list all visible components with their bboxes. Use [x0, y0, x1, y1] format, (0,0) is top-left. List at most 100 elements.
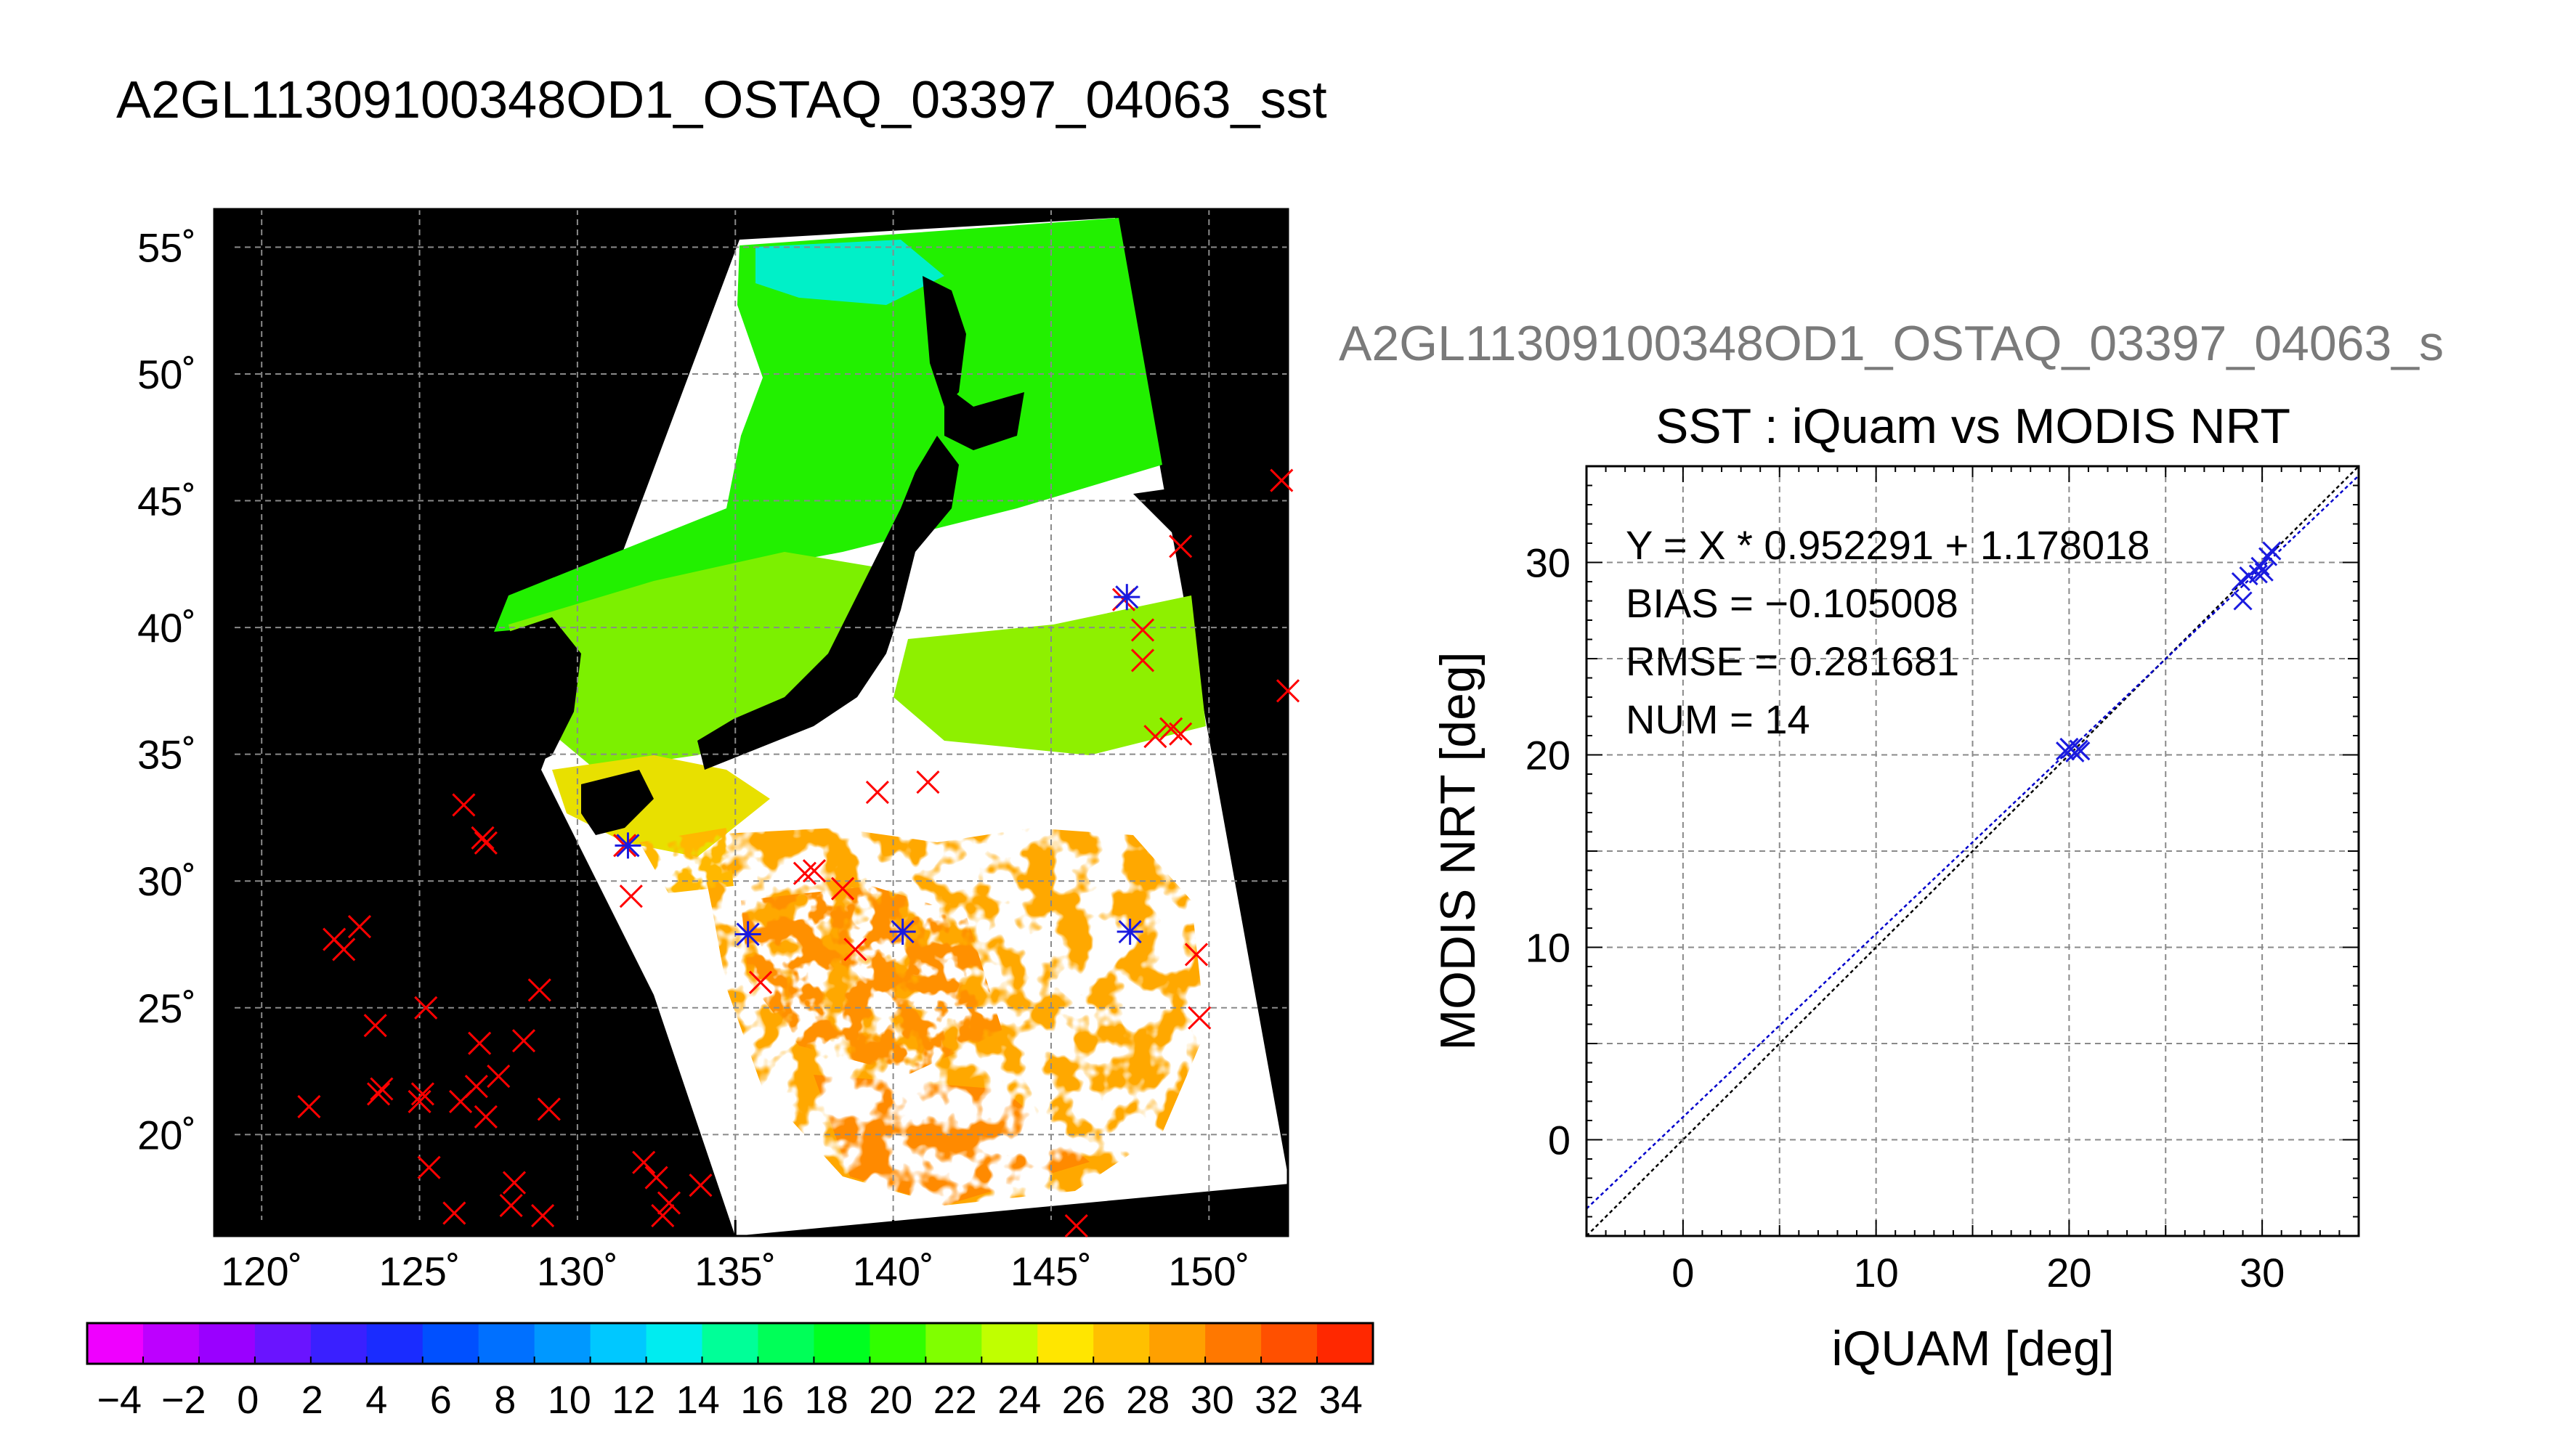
map-y-tick-label: 20˚	[137, 1112, 196, 1158]
stats-num: NUM = 14	[1626, 696, 1810, 742]
figure-title: A2GL11309100348OD1_OSTAQ_03397_04063_sst	[116, 71, 1327, 129]
scatter-ylabel: MODIS NRT [deg]	[1430, 651, 1486, 1050]
scatter-fit-lines	[1586, 465, 2359, 1237]
sst-map-panel: 120˚ 125˚ 130˚ 135˚ 140˚ 145˚ 150˚ 20˚ 25˚ 30˚ 35…	[137, 208, 1300, 1294]
scatter-y-tick-label: 10	[1525, 925, 1571, 971]
obs-marker	[366, 1082, 391, 1106]
colorbar-cell	[925, 1323, 982, 1364]
map-y-tick-label: 25˚	[137, 985, 196, 1031]
sst-south-orange	[639, 828, 1002, 1075]
obs-marker	[657, 1191, 681, 1215]
obs-marker	[332, 938, 356, 961]
scatter-point	[2233, 591, 2253, 611]
map-y-tick-label: 40˚	[137, 605, 196, 651]
obs-marker	[410, 1082, 434, 1106]
colorbar-tick-label: 34	[1319, 1378, 1363, 1422]
colorbar-tick-label: 16	[740, 1378, 784, 1422]
colorbar-cell	[814, 1323, 870, 1364]
scatter-title: SST : iQuam vs MODIS NRT	[1656, 399, 2290, 454]
colorbar-cell	[702, 1323, 759, 1364]
obs-marker	[651, 1204, 675, 1228]
map-x-tick-label: 150˚	[1168, 1248, 1249, 1294]
colorbar-cell	[87, 1323, 144, 1364]
colorbar: −4 −2 0 2 4 6 8 10 12 14 16 18 20 22 24 26 28 30 32 34	[86, 1322, 1374, 1422]
colorbar-tick-label: 22	[933, 1378, 977, 1422]
colorbar-cell	[1093, 1323, 1150, 1364]
scatter-points	[2055, 541, 2282, 762]
land-sakhalin	[923, 276, 966, 407]
obs-marker	[689, 1174, 713, 1197]
obs-marker	[474, 831, 498, 855]
colorbar-cell	[478, 1323, 535, 1364]
map-x-tick-label: 145˚	[1010, 1248, 1092, 1294]
colorbar-tick-label: 20	[869, 1378, 912, 1422]
scatter-gridlines	[1586, 466, 2359, 1236]
colorbar-cell	[142, 1323, 200, 1364]
colorbar-tick-label: −4	[97, 1378, 142, 1422]
colorbar-cell	[254, 1323, 312, 1364]
colorbar-tick-label: 12	[612, 1378, 655, 1422]
colorbar-tick-label: 28	[1126, 1378, 1170, 1422]
obs-marker	[1169, 534, 1193, 558]
obs-marker	[531, 1204, 555, 1228]
colorbar-tick-label: 30	[1191, 1378, 1234, 1422]
map-x-tick-label: 125˚	[379, 1248, 461, 1294]
matched-marker	[1114, 584, 1140, 611]
map-x-tick-label: 130˚	[537, 1248, 618, 1294]
colorbar-tick-label: −2	[161, 1378, 206, 1422]
obs-marker	[347, 914, 372, 939]
sst-pacific-green	[893, 595, 1206, 755]
colorbar-cell	[981, 1323, 1038, 1364]
scatter-xlabel: iQUAM [deg]	[1831, 1321, 2114, 1376]
colorbar-tick-label: 32	[1255, 1378, 1298, 1422]
scatter-point	[2071, 741, 2091, 761]
stats-rmse: RMSE = 0.281681	[1626, 638, 1959, 684]
colorbar-tick-label: 14	[676, 1378, 720, 1422]
obs-marker	[619, 884, 643, 908]
obs-marker	[802, 859, 827, 883]
obs-marker	[748, 970, 773, 994]
colorbar-cell	[1149, 1323, 1206, 1364]
colorbar-cell	[1317, 1323, 1374, 1364]
matched-marker	[889, 919, 916, 945]
obs-marker	[1276, 679, 1300, 703]
colorbar-cell	[310, 1323, 368, 1364]
map-y-tick-label: 45˚	[137, 479, 196, 524]
matched-marker	[734, 921, 761, 948]
colorbar-cell	[1261, 1323, 1318, 1364]
colorbar-tick-label: 24	[997, 1378, 1041, 1422]
scatter-y-tick-label: 20	[1525, 733, 1571, 778]
obs-marker	[363, 1014, 387, 1038]
sst-upper-cyan	[755, 240, 944, 305]
obs-marker	[916, 770, 940, 794]
obs-marker	[442, 1201, 466, 1225]
land-kamchatka-edge	[1133, 479, 1288, 595]
obs-marker	[487, 1064, 511, 1089]
map-y-tick-label: 35˚	[137, 732, 196, 778]
matched-marker	[615, 832, 641, 859]
colorbar-cell	[870, 1323, 926, 1364]
scatter-point	[2262, 541, 2282, 561]
swath-layer	[494, 218, 1288, 1236]
colorbar-tick-label: 18	[805, 1378, 848, 1422]
colorbar-tick-label: 6	[430, 1378, 452, 1422]
map-x-tick-label: 135˚	[694, 1248, 776, 1294]
colorbar-cell	[422, 1323, 479, 1364]
matched-marker	[1117, 919, 1143, 945]
scatter-point	[2248, 564, 2268, 584]
land-korea	[508, 617, 581, 770]
colorbar-cell	[590, 1323, 647, 1364]
obs-marker	[511, 1029, 536, 1053]
obs-marker	[644, 1166, 668, 1189]
map-x-tick-label: 120˚	[221, 1248, 302, 1294]
colorbar-cell	[646, 1323, 703, 1364]
map-x-tick-label: 140˚	[853, 1248, 934, 1294]
obs-marker	[474, 1105, 498, 1128]
obs-marker	[471, 826, 495, 850]
stats-equation: Y = X * 0.952291 + 1.178018	[1626, 522, 2149, 568]
obs-marker	[452, 793, 476, 817]
obs-marker	[1184, 943, 1208, 967]
colorbar-tick-label: 10	[548, 1378, 591, 1422]
colorbar-cell	[1205, 1323, 1262, 1364]
